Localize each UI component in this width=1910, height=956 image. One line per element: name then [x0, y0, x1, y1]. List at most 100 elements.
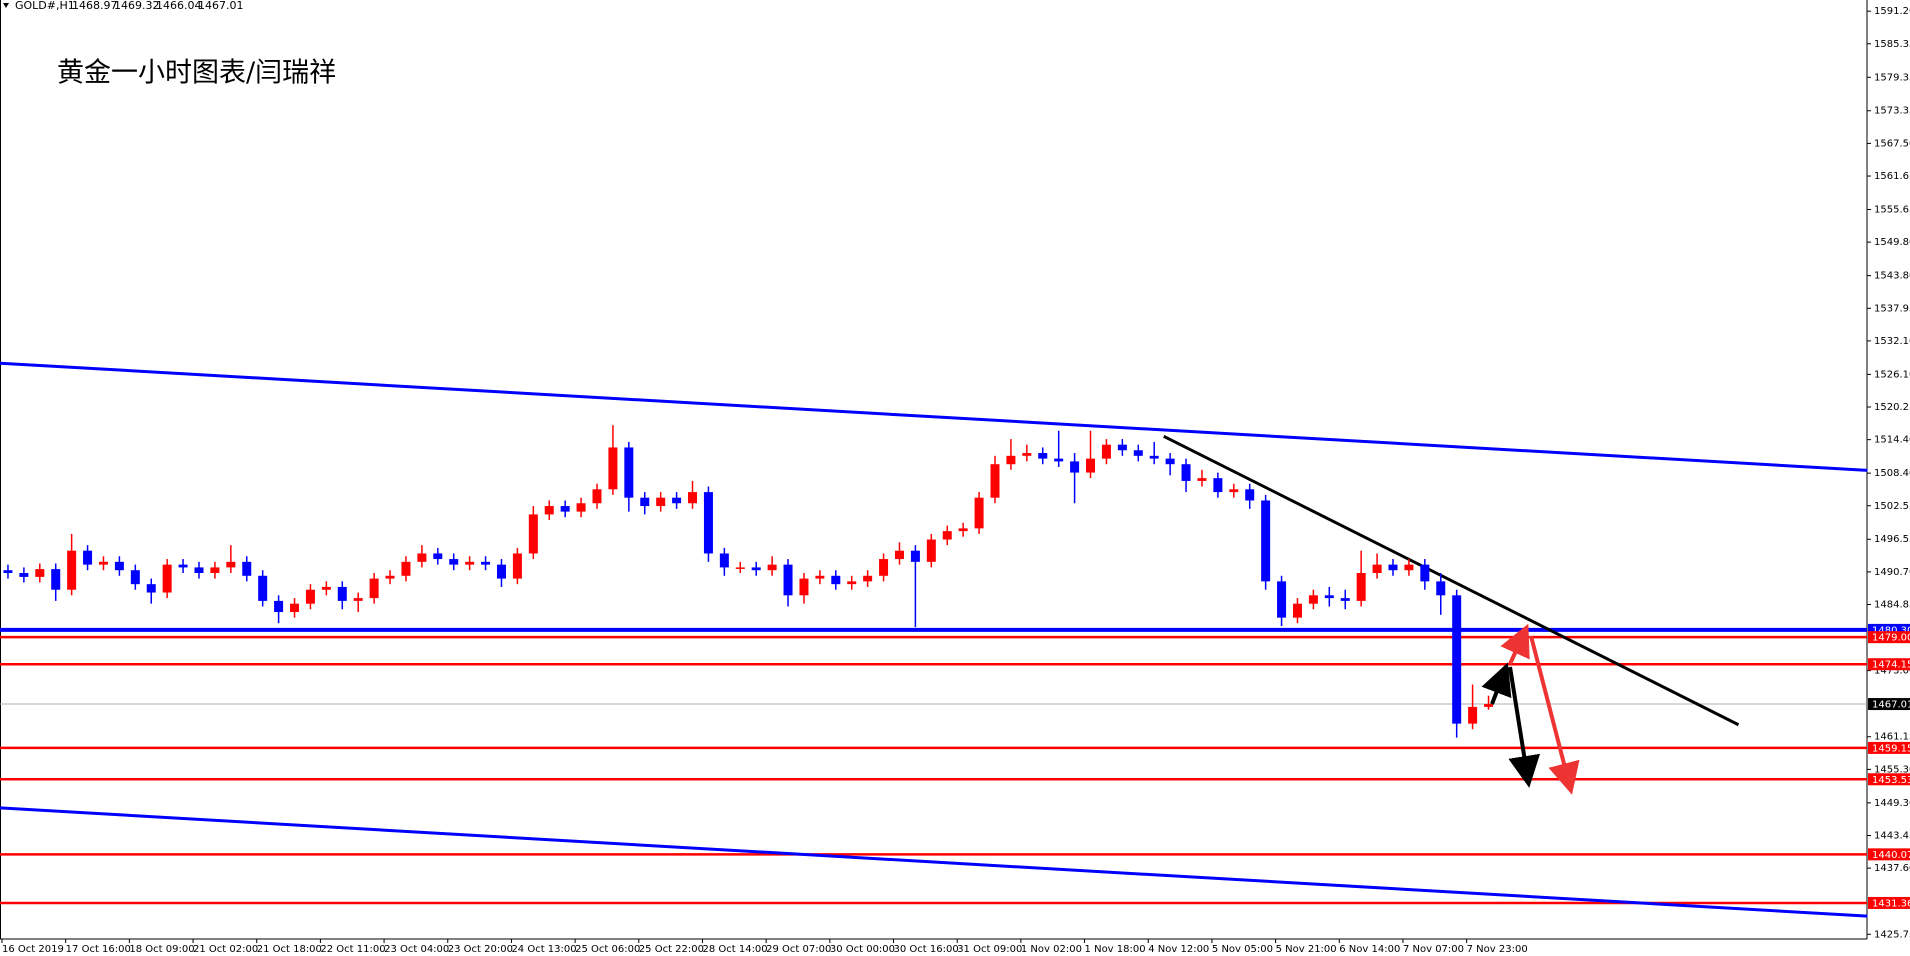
candle-body: [1054, 458, 1064, 462]
x-tick-label: 7 Nov 07:00: [1403, 944, 1464, 955]
y-tick-label: 1520.25: [1874, 402, 1910, 413]
x-tick-label: 5 Nov 21:00: [1276, 944, 1337, 955]
candle-body: [576, 503, 586, 512]
candle-body: [481, 561, 491, 565]
trendline: [0, 806, 1868, 918]
level-label: 1453.53: [1872, 775, 1910, 786]
candle-body: [767, 564, 777, 571]
level-label-box: [1868, 848, 1910, 861]
candle-body: [1070, 461, 1080, 473]
x-tick-label: 29 Oct 07:00: [766, 944, 831, 955]
candle-body: [130, 570, 140, 585]
candle-body: [465, 561, 475, 565]
level-label-box: [1868, 631, 1910, 644]
candle-body: [847, 581, 857, 585]
candle-body: [974, 497, 984, 529]
level-label-box: [1868, 773, 1910, 786]
level-label: 1459.15: [1872, 743, 1910, 754]
candle-body: [719, 553, 729, 568]
candle-body: [1308, 595, 1318, 604]
candle-body: [688, 492, 698, 504]
candle-body: [337, 586, 347, 601]
candle-body: [1468, 706, 1478, 724]
candle-body: [958, 528, 968, 532]
candle-body: [210, 567, 220, 573]
y-tick-label: 1567.50: [1874, 138, 1910, 149]
candle-body: [624, 447, 634, 498]
candle-body: [608, 447, 618, 490]
level-label-box: [1868, 658, 1910, 671]
y-tick-label: 1514.40: [1874, 435, 1910, 446]
candle-body: [496, 564, 506, 579]
candle-body: [305, 589, 315, 604]
ohlc-low: 1466.04: [156, 0, 202, 12]
candle-body: [449, 559, 459, 565]
menu-triangle: [3, 3, 9, 8]
level-label-box: [1868, 896, 1910, 909]
candle-body: [1388, 564, 1398, 571]
y-tick-label: 1579.35: [1874, 72, 1910, 83]
candle-body: [1086, 458, 1096, 473]
y-tick-label: 1437.60: [1874, 863, 1910, 874]
candle-body: [640, 497, 650, 507]
candle-body: [942, 531, 952, 540]
candle-body: [258, 575, 268, 601]
x-tick-label: 1 Nov 18:00: [1085, 944, 1146, 955]
candle-body: [162, 564, 172, 593]
x-tick-label: 23 Oct 20:00: [448, 944, 513, 955]
y-tick-label: 1490.70: [1874, 567, 1910, 578]
x-tick-label: 16 Oct 2019: [2, 944, 64, 955]
candle-body: [242, 561, 252, 576]
x-tick-label: 21 Oct 02:00: [193, 944, 258, 955]
candle-body: [1356, 572, 1366, 601]
level-label: 1474.15: [1872, 660, 1910, 671]
y-tick-label: 1591.20: [1874, 6, 1910, 17]
candle-body: [1181, 464, 1191, 481]
x-tick-label: 25 Oct 22:00: [639, 944, 704, 955]
y-tick-label: 1537.95: [1874, 303, 1910, 314]
candle-body: [401, 561, 411, 576]
candle-body: [926, 539, 936, 562]
candle-body: [1117, 444, 1127, 451]
level-label: 1479.00: [1872, 633, 1910, 644]
candle-body: [1277, 581, 1287, 618]
candle-body: [1340, 598, 1350, 601]
x-tick-label: 28 Oct 14:00: [702, 944, 767, 955]
x-tick-label: 21 Oct 18:00: [257, 944, 322, 955]
x-tick-label: 23 Oct 04:00: [384, 944, 449, 955]
y-tick-label: 1555.65: [1874, 205, 1910, 216]
arrow: [1508, 666, 1541, 788]
trendline: [1163, 434, 1740, 727]
x-tick-label: 6 Nov 14:00: [1339, 944, 1400, 955]
ohlc-high: 1469.32: [114, 0, 160, 12]
candle-body: [194, 567, 204, 573]
candle-body: [1006, 455, 1016, 465]
arrow: [1529, 635, 1580, 795]
level-label: 1440.07: [1872, 850, 1910, 861]
x-tick-label: 25 Oct 06:00: [575, 944, 640, 955]
candle-body: [1404, 564, 1414, 571]
level-label: 1480.30: [1872, 625, 1910, 636]
x-tick-label: 4 Nov 12:00: [1148, 944, 1209, 955]
candle-body: [783, 564, 793, 596]
candle-body: [3, 570, 13, 573]
candle-body: [1420, 564, 1430, 582]
trendline: [0, 361, 1868, 472]
candle-body: [51, 569, 61, 590]
candle-body: [879, 559, 889, 576]
ohlc-open: 1468.97: [72, 0, 118, 12]
candle-body: [672, 497, 682, 504]
candle-body: [19, 572, 29, 577]
candle-body: [544, 506, 554, 515]
y-tick-label: 1425.75: [1874, 929, 1910, 940]
y-tick-label: 1526.10: [1874, 369, 1910, 380]
x-tick-label: 18 Oct 09:00: [129, 944, 194, 955]
candle-body: [1038, 453, 1048, 459]
candle-body: [1133, 450, 1143, 456]
y-tick-label: 1473.00: [1874, 666, 1910, 677]
level-label-box: [1868, 741, 1910, 754]
candle-body: [1229, 489, 1239, 493]
